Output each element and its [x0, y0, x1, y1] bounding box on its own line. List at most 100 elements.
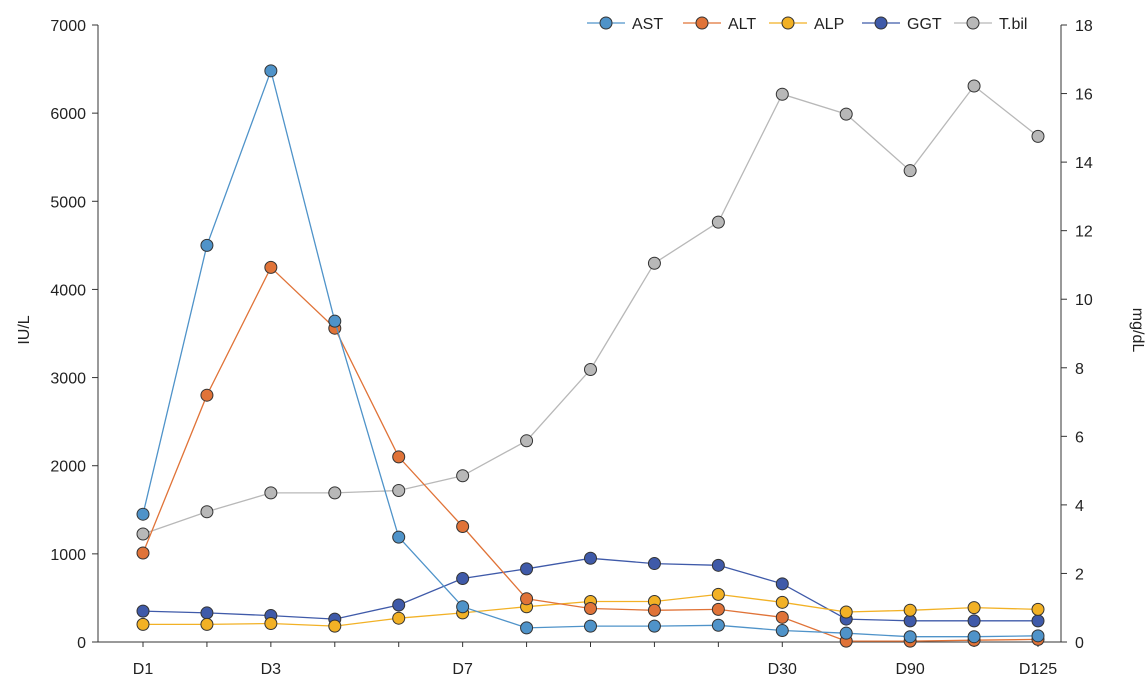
data-point — [647, 557, 661, 571]
y-tick-right-label: 4 — [1075, 498, 1084, 515]
data-point — [775, 577, 789, 591]
data-point — [200, 238, 214, 252]
y-tick-right-label: 8 — [1075, 361, 1084, 378]
data-point — [1031, 614, 1045, 628]
x-tick-label: D125 — [1019, 661, 1057, 678]
series-layer — [136, 64, 1045, 648]
data-point — [456, 469, 470, 483]
data-point — [328, 619, 342, 633]
y-tick-left-label: 2000 — [50, 459, 86, 476]
y-tick-left-label: 5000 — [50, 194, 86, 211]
data-point — [200, 617, 214, 631]
series-t-bil — [136, 79, 1045, 541]
data-point — [839, 107, 853, 121]
y-tick-left-label: 4000 — [50, 282, 86, 299]
data-point — [775, 624, 789, 638]
legend-item-ast: AST — [587, 16, 663, 33]
y-tick-left-label: 1000 — [50, 547, 86, 564]
legend-label: AST — [632, 16, 663, 33]
y-tick-right-label: 10 — [1075, 292, 1093, 309]
legend-label: ALT — [728, 16, 756, 33]
data-point — [584, 551, 597, 565]
x-tick-label: D90 — [895, 661, 924, 678]
data-point — [1031, 129, 1045, 143]
legend-swatch-marker — [599, 16, 613, 30]
series-ast — [136, 64, 1045, 644]
data-point — [775, 87, 789, 101]
y-axis-title-left: IU/L — [16, 315, 33, 344]
data-point — [967, 79, 981, 93]
data-point — [136, 507, 150, 521]
x-tick-label: D7 — [452, 661, 473, 678]
data-point — [520, 592, 534, 606]
data-point — [775, 595, 789, 609]
data-point — [584, 362, 597, 376]
y-tick-right-label: 2 — [1075, 566, 1084, 583]
data-point — [456, 520, 470, 534]
legend-item-t-bil: T.bil — [954, 16, 1027, 33]
data-point — [839, 605, 853, 619]
data-point — [200, 388, 214, 402]
legend-item-ggt: GGT — [862, 16, 942, 33]
y-tick-left-label: 3000 — [50, 371, 86, 388]
data-point — [839, 626, 853, 640]
legend-label: T.bil — [999, 16, 1027, 33]
legend-swatch-marker — [781, 16, 795, 30]
legend-label: GGT — [907, 16, 942, 33]
y-tick-right-label: 0 — [1075, 635, 1084, 652]
y-tick-right-label: 16 — [1075, 87, 1093, 104]
y-tick-right-label: 12 — [1075, 224, 1093, 241]
legend-swatch-marker — [966, 16, 980, 30]
data-point — [711, 618, 725, 632]
y-tick-right-label: 14 — [1075, 155, 1093, 172]
data-point — [392, 530, 406, 544]
x-tick-label: D3 — [261, 661, 282, 678]
axes: 0 1000 2000 3000 4000 5000 6000 7000 0 2 4 6 8 10 12 14… — [50, 18, 1092, 678]
data-point — [136, 546, 150, 560]
data-point — [456, 572, 470, 586]
data-point — [903, 603, 917, 617]
data-point — [392, 598, 406, 612]
data-point — [647, 256, 661, 270]
x-tick-label: D30 — [768, 661, 797, 678]
data-point — [136, 604, 150, 618]
data-point — [647, 619, 661, 633]
data-point — [328, 486, 342, 500]
legend-item-alp: ALP — [769, 16, 844, 33]
data-point — [392, 611, 406, 625]
legend-swatch-marker — [695, 16, 709, 30]
data-point — [136, 617, 150, 631]
data-point — [520, 562, 534, 576]
series-line — [142, 85, 1039, 535]
data-point — [711, 558, 725, 572]
data-point — [200, 505, 214, 519]
data-point — [711, 215, 725, 229]
series-alp — [136, 587, 1045, 633]
data-point — [711, 587, 725, 601]
data-point — [647, 603, 661, 617]
legend-label: ALP — [814, 16, 844, 33]
data-point — [136, 527, 150, 541]
data-point — [584, 619, 597, 633]
data-point — [328, 314, 342, 328]
y-axis-title-right: mg/dL — [1129, 308, 1145, 353]
y-tick-left-label: 6000 — [50, 106, 86, 123]
data-point — [520, 434, 534, 448]
data-point — [967, 601, 981, 615]
data-point — [264, 260, 278, 274]
y-tick-left-label: 0 — [77, 635, 86, 652]
y-tick-left-label: 7000 — [50, 18, 86, 35]
data-point — [775, 610, 789, 624]
data-point — [903, 164, 917, 178]
x-tick-label: D1 — [133, 661, 154, 678]
series-ggt — [136, 551, 1045, 628]
y-tick-right-label: 6 — [1075, 429, 1084, 446]
data-point — [392, 450, 406, 464]
data-point — [200, 606, 214, 620]
data-point — [1031, 629, 1045, 643]
data-point — [264, 486, 278, 500]
data-point — [264, 616, 278, 630]
data-point — [967, 614, 981, 628]
data-point — [711, 602, 725, 616]
